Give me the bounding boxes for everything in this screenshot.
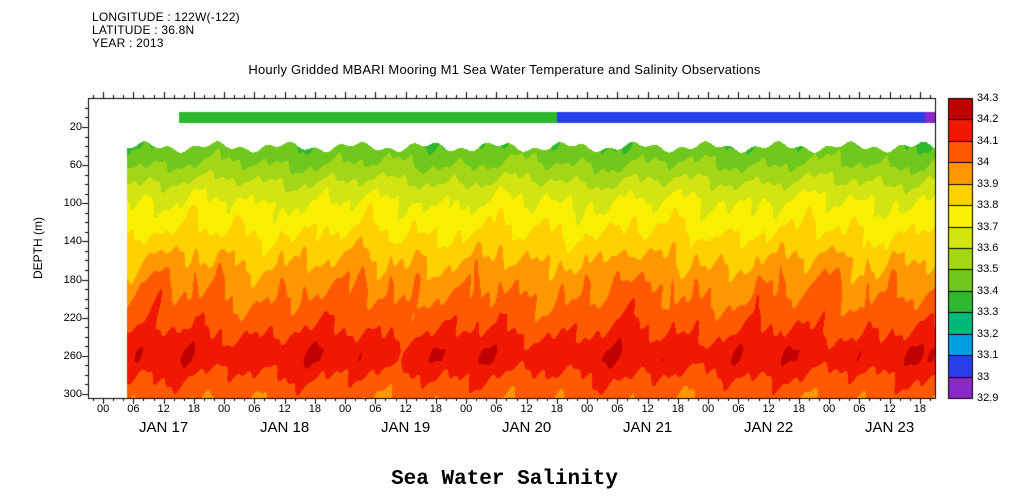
x-hour-tick-label: 18 bbox=[792, 403, 805, 415]
colorbar-tick-label: 33 bbox=[977, 370, 990, 383]
x-day-label: JAN 17 bbox=[139, 419, 189, 436]
colorbar-tick-label: 33.5 bbox=[977, 263, 999, 276]
x-hour-tick-label: 06 bbox=[490, 403, 503, 415]
x-day-label: JAN 22 bbox=[744, 419, 794, 436]
x-hour-tick-label: 00 bbox=[218, 403, 231, 415]
y-tick-label: 140 bbox=[63, 235, 82, 248]
colorbar-tick-label: 34.2 bbox=[977, 113, 999, 126]
colorbar-tick-label: 33.4 bbox=[977, 284, 999, 297]
x-hour-tick-label: 06 bbox=[611, 403, 624, 415]
year-label: YEAR : 2013 bbox=[92, 36, 164, 50]
y-tick-label: 180 bbox=[63, 273, 82, 286]
colorbar-tick-label: 33.6 bbox=[977, 242, 999, 254]
x-hour-tick-label: 18 bbox=[550, 403, 563, 415]
y-tick-label: 260 bbox=[63, 349, 82, 362]
x-hour-tick-label: 18 bbox=[671, 403, 684, 415]
x-day-label: JAN 18 bbox=[260, 419, 310, 436]
y-tick-label: 220 bbox=[63, 311, 82, 324]
colorbar-tick-label: 34.1 bbox=[977, 134, 999, 147]
x-hour-tick-label: 06 bbox=[127, 403, 140, 415]
x-hour-tick-label: 12 bbox=[278, 403, 291, 415]
colorbar-tick-label: 33.7 bbox=[977, 220, 999, 233]
x-hour-tick-label: 12 bbox=[399, 403, 412, 415]
x-hour-tick-label: 00 bbox=[339, 403, 352, 415]
station-info: LONGITUDE : 122W(-122) LATITUDE : 36.8N … bbox=[92, 11, 240, 50]
colorbar-tick-label: 33.8 bbox=[977, 199, 999, 212]
colorbar-tick-label: 32.9 bbox=[977, 392, 999, 404]
x-hour-tick-label: 18 bbox=[429, 403, 442, 415]
x-hour-tick-label: 12 bbox=[883, 403, 896, 415]
y-tick-label: 20 bbox=[69, 120, 82, 133]
x-hour-tick-label: 12 bbox=[520, 403, 533, 415]
y-tick-label: 60 bbox=[69, 159, 82, 172]
x-hour-tick-label: 06 bbox=[732, 403, 745, 415]
x-hour-tick-label: 00 bbox=[97, 403, 110, 415]
colorbar-tick-label: 34 bbox=[977, 156, 990, 169]
latitude-label: LATITUDE : 36.8N bbox=[92, 23, 195, 37]
colorbar-tick-label: 33.3 bbox=[977, 306, 999, 319]
x-hour-tick-label: 12 bbox=[641, 403, 654, 415]
colorbar-tick-label: 33.2 bbox=[977, 327, 999, 340]
colorbar-tick-label: 33.9 bbox=[977, 177, 999, 190]
x-hour-tick-label: 06 bbox=[853, 403, 866, 415]
chart-footer-title: Sea Water Salinity bbox=[391, 468, 618, 491]
x-hour-tick-label: 06 bbox=[369, 403, 382, 415]
colorbar-tick-label: 33.1 bbox=[977, 349, 999, 362]
x-hour-tick-label: 18 bbox=[187, 403, 200, 415]
x-hour-tick-label: 00 bbox=[702, 403, 715, 415]
x-day-label: JAN 21 bbox=[623, 419, 673, 436]
y-tick-label: 300 bbox=[63, 387, 82, 400]
plot-title: Hourly Gridded MBARI Mooring M1 Sea Wate… bbox=[248, 62, 761, 77]
x-hour-tick-label: 00 bbox=[460, 403, 473, 415]
x-day-label: JAN 20 bbox=[502, 419, 552, 436]
x-hour-tick-label: 12 bbox=[157, 403, 170, 415]
longitude-label: LONGITUDE : 122W(-122) bbox=[92, 10, 240, 24]
y-axis-title: DEPTH (m) bbox=[31, 217, 45, 279]
x-hour-tick-label: 12 bbox=[762, 403, 775, 415]
x-hour-tick-label: 18 bbox=[913, 403, 926, 415]
x-hour-tick-label: 06 bbox=[248, 403, 261, 415]
colorbar-tick-label: 34.3 bbox=[977, 92, 999, 104]
x-hour-tick-label: 00 bbox=[823, 403, 836, 415]
y-tick-label: 100 bbox=[63, 197, 82, 210]
x-hour-tick-label: 18 bbox=[308, 403, 321, 415]
x-day-label: JAN 23 bbox=[865, 419, 915, 436]
x-day-label: JAN 19 bbox=[381, 419, 431, 436]
x-hour-tick-label: 00 bbox=[581, 403, 594, 415]
